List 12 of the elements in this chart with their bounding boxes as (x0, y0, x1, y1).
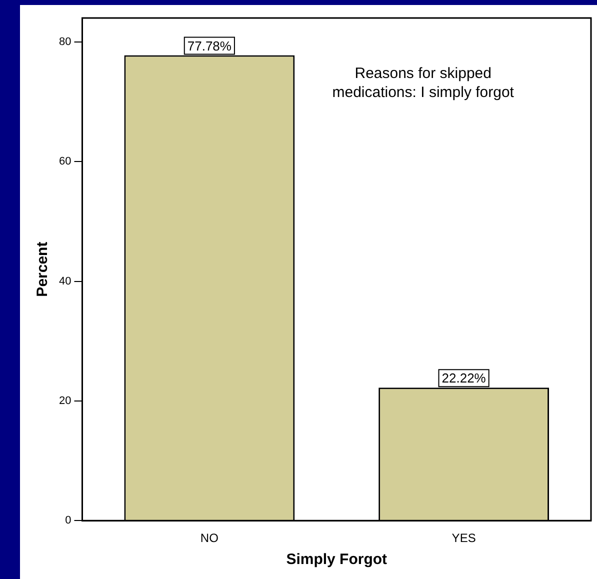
x-tick-label: NO (200, 531, 218, 546)
y-axis-title: Percent (34, 242, 52, 297)
x-axis-title: Simply Forgot (286, 551, 388, 568)
annotation: Reasons for skipped medications: I simply forgot (332, 65, 515, 102)
y-tick-label: 80 (58, 36, 72, 48)
data-label: 77.78% (187, 38, 232, 54)
y-tick-label: 0 (65, 514, 72, 527)
x-tick-label: YES (452, 531, 476, 546)
y-tick-label: 40 (58, 275, 72, 288)
data-label: 22.22% (442, 370, 486, 386)
y-tick-label: 20 (58, 394, 72, 407)
y-tick-label: 60 (58, 156, 72, 168)
